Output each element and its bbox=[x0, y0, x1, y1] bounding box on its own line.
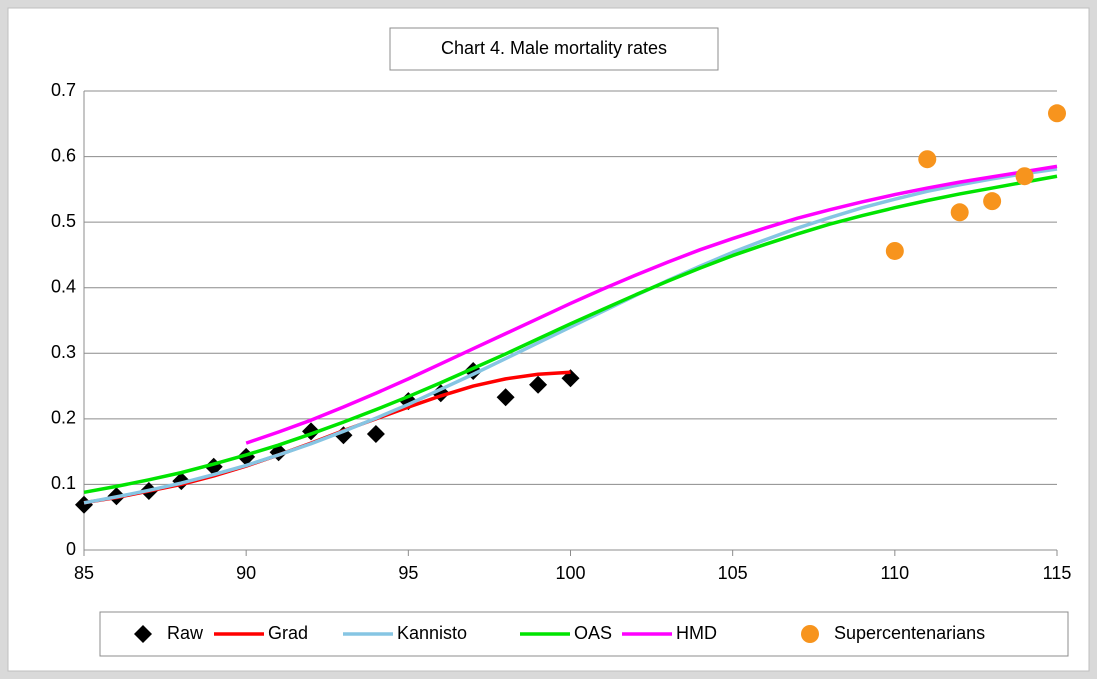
circle-marker bbox=[983, 192, 1002, 211]
legend-label: OAS bbox=[574, 623, 612, 643]
series-line bbox=[245, 164, 1058, 445]
legend-label: Supercentenarians bbox=[834, 623, 985, 643]
y-tick-label: 0.4 bbox=[51, 276, 76, 296]
x-tick-label: 95 bbox=[398, 563, 418, 583]
diamond-marker bbox=[366, 424, 385, 443]
chart-title: Chart 4. Male mortality rates bbox=[441, 38, 667, 58]
x-tick-label: 100 bbox=[555, 563, 585, 583]
y-tick-label: 0.6 bbox=[51, 145, 76, 165]
circle-marker bbox=[918, 150, 937, 169]
legend-label: Kannisto bbox=[397, 623, 467, 643]
y-tick-label: 0.1 bbox=[51, 473, 76, 493]
title-box bbox=[389, 27, 719, 71]
x-tick-label: 85 bbox=[74, 563, 94, 583]
series-line bbox=[83, 167, 1058, 505]
diamond-marker bbox=[529, 375, 548, 394]
y-tick-label: 0 bbox=[66, 539, 76, 559]
circle-marker bbox=[950, 203, 969, 222]
diamond-marker bbox=[134, 625, 152, 643]
circle-marker bbox=[885, 241, 904, 260]
circle-marker bbox=[801, 625, 819, 643]
x-tick-label: 110 bbox=[880, 563, 909, 583]
circle-marker bbox=[1015, 167, 1034, 186]
x-tick-label: 90 bbox=[236, 563, 256, 583]
y-tick-label: 0.5 bbox=[51, 211, 76, 231]
x-tick-label: 115 bbox=[1043, 563, 1072, 583]
diamond-marker bbox=[496, 388, 515, 407]
circle-marker bbox=[1048, 104, 1066, 123]
series-line bbox=[83, 174, 1058, 495]
y-tick-label: 0.7 bbox=[51, 80, 76, 100]
y-tick-label: 0.2 bbox=[51, 408, 76, 428]
legend-label: Raw bbox=[167, 623, 204, 643]
legend-label: Grad bbox=[268, 623, 308, 643]
y-tick-label: 0.3 bbox=[51, 342, 76, 362]
x-tick-label: 105 bbox=[718, 563, 748, 583]
legend-label: HMD bbox=[676, 623, 717, 643]
